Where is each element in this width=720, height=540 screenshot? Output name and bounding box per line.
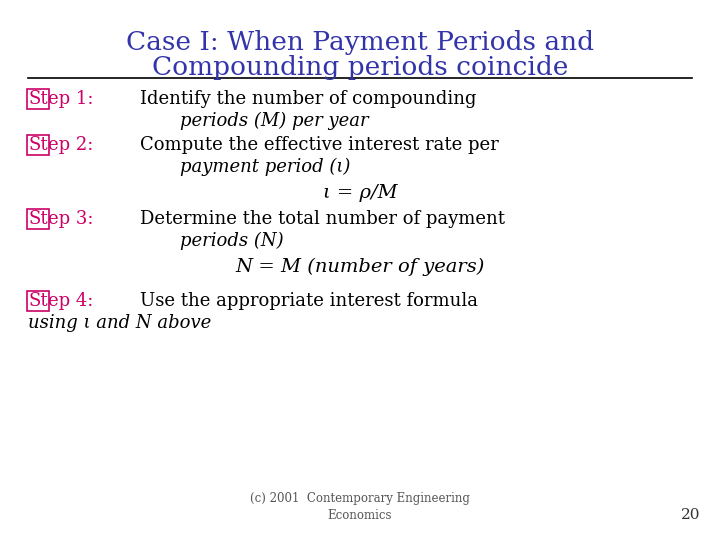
Text: ι = ρ/Μ: ι = ρ/Μ <box>323 184 397 202</box>
Text: Compute the effective interest rate per: Compute the effective interest rate per <box>140 136 499 154</box>
Text: Ν = Μ (number of years): Ν = Μ (number of years) <box>235 258 485 276</box>
Text: ep 2:: ep 2: <box>48 136 94 154</box>
Text: St: St <box>28 292 48 310</box>
Text: 20: 20 <box>680 508 700 522</box>
Text: periods (Μ) per year: periods (Μ) per year <box>180 112 369 130</box>
Text: Compounding periods coincide: Compounding periods coincide <box>152 55 568 80</box>
Text: ep 4:: ep 4: <box>48 292 94 310</box>
Text: St: St <box>28 136 48 154</box>
Text: Use the appropriate interest formula: Use the appropriate interest formula <box>140 292 478 310</box>
Text: Case I: When Payment Periods and: Case I: When Payment Periods and <box>126 30 594 55</box>
Text: (c) 2001  Contemporary Engineering
Economics: (c) 2001 Contemporary Engineering Econom… <box>250 492 470 522</box>
Text: St: St <box>28 90 48 108</box>
Text: payment period (ι): payment period (ι) <box>180 158 351 176</box>
Text: Determine the total number of payment: Determine the total number of payment <box>140 210 505 228</box>
Text: Identify the number of compounding: Identify the number of compounding <box>140 90 477 108</box>
Text: ep 3:: ep 3: <box>48 210 94 228</box>
Text: using ι and Ν above: using ι and Ν above <box>28 314 211 332</box>
Text: ep 1:: ep 1: <box>48 90 94 108</box>
Text: St: St <box>28 210 48 228</box>
Text: periods (Ν): periods (Ν) <box>180 232 284 250</box>
